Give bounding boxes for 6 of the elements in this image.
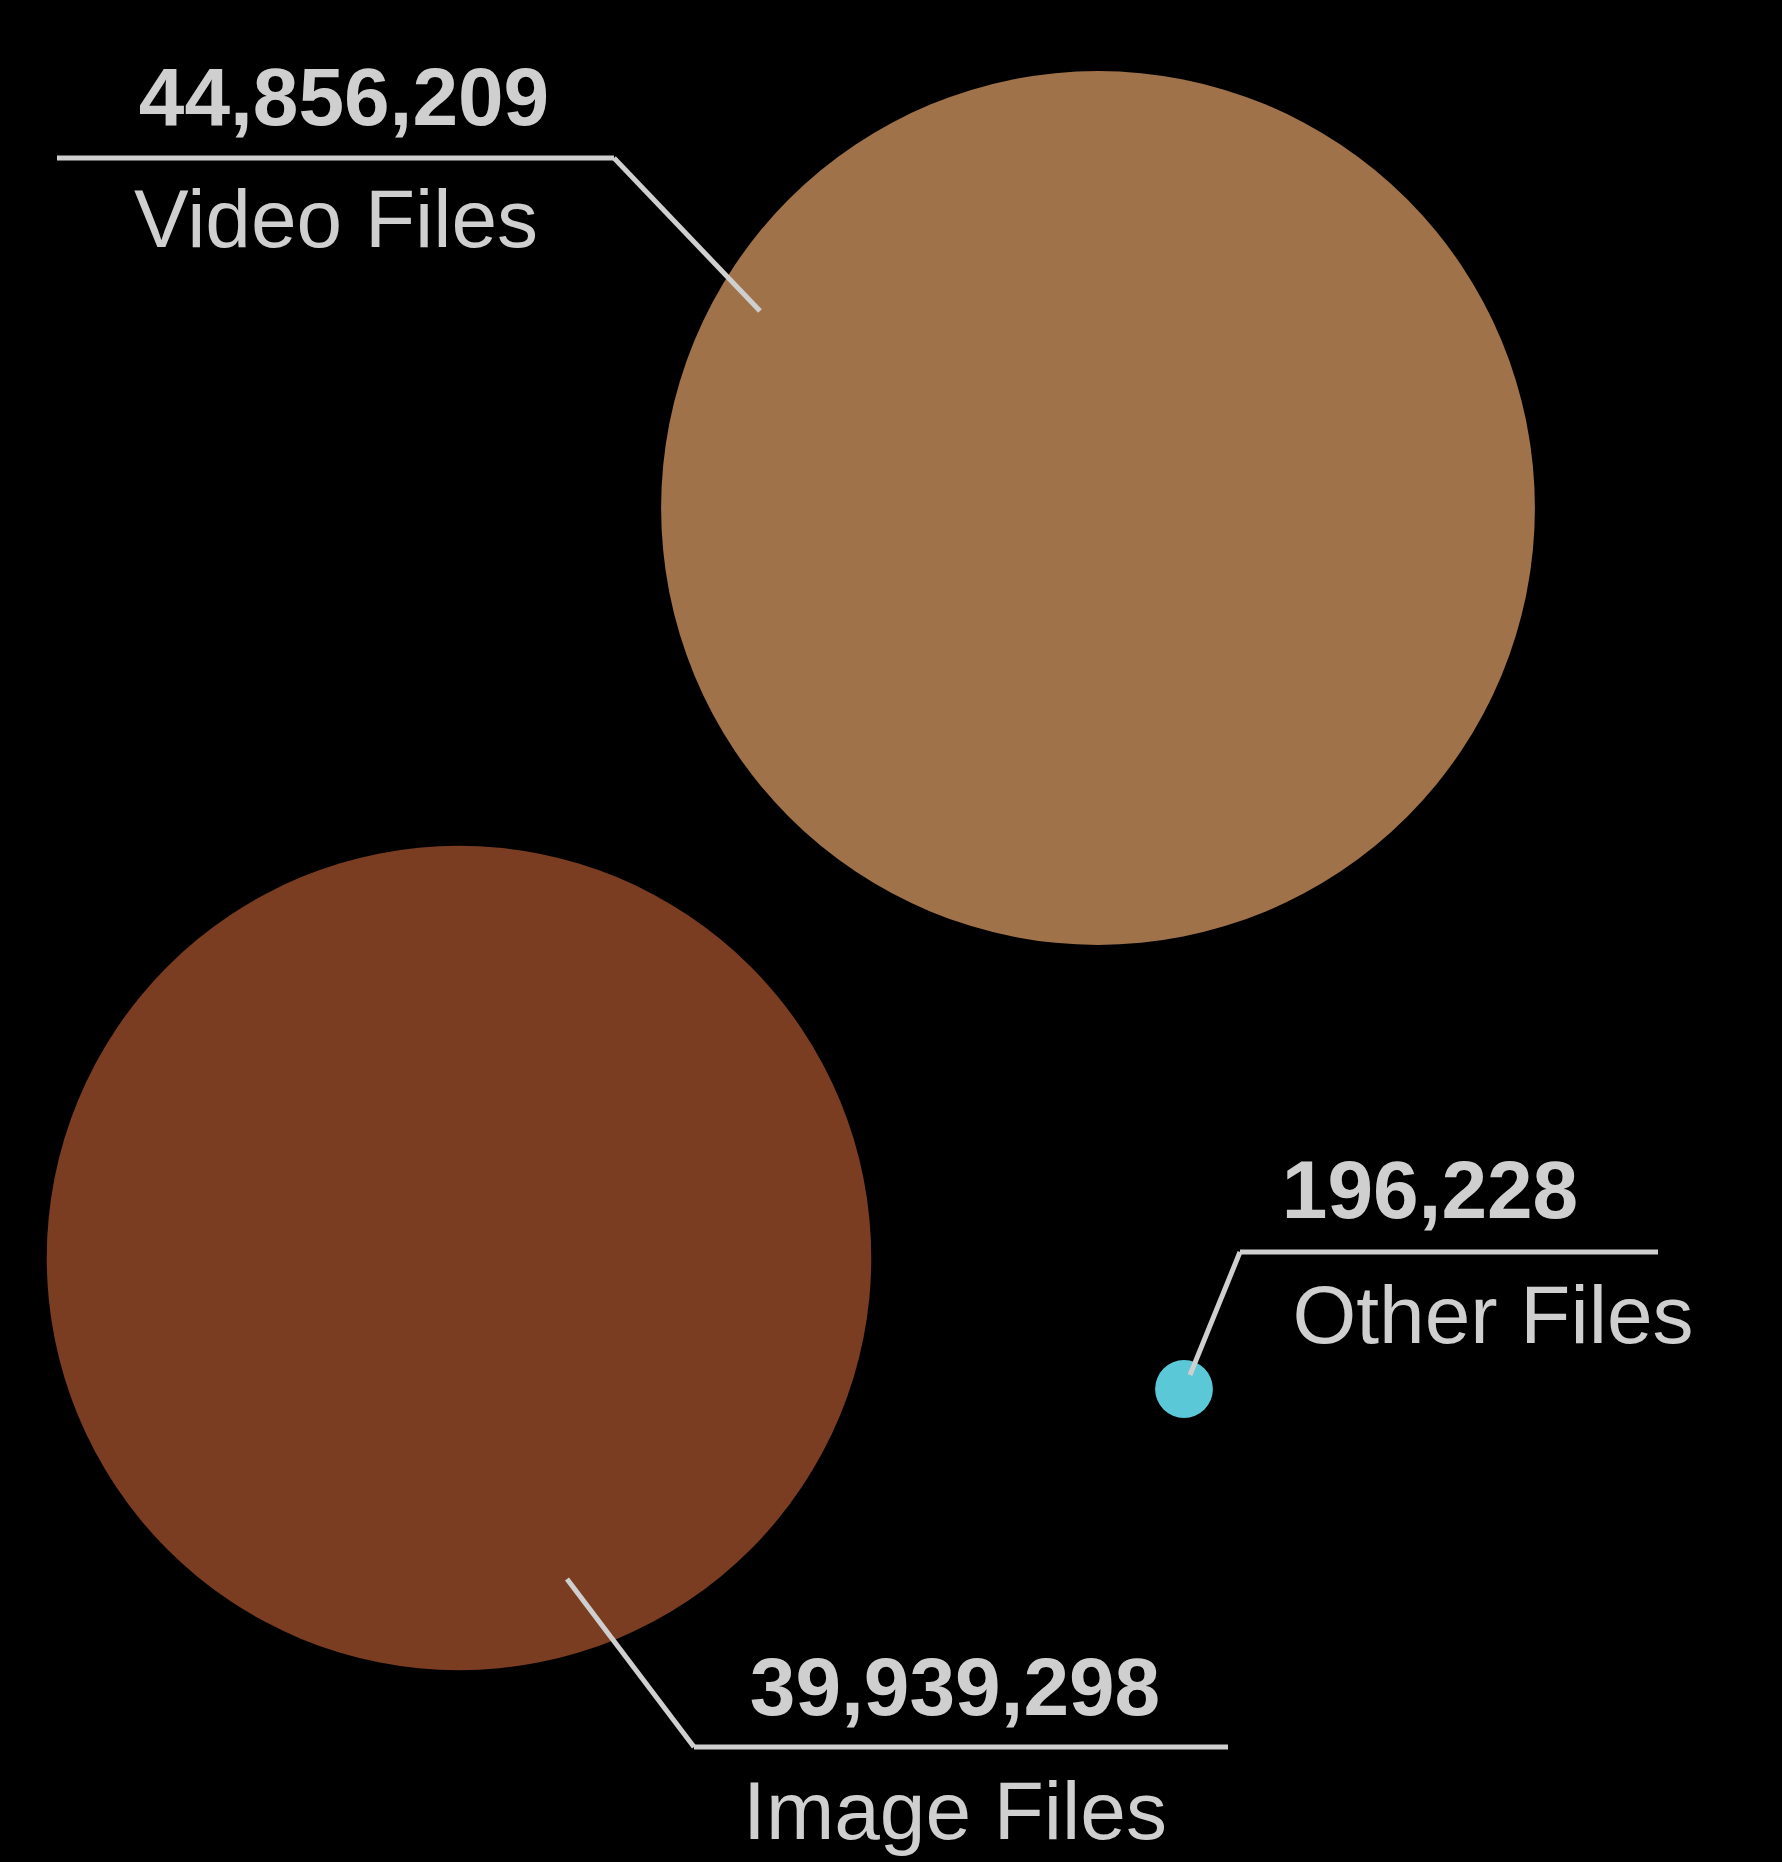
category-label: Video Files: [133, 173, 539, 264]
data-label: 39,939,298: [749, 1641, 1161, 1732]
category-label: Image Files: [743, 1765, 1167, 1856]
category-label: Other Files: [1292, 1269, 1694, 1360]
data-label: 44,856,209: [138, 51, 550, 142]
data-label: 196,228: [1281, 1144, 1579, 1235]
